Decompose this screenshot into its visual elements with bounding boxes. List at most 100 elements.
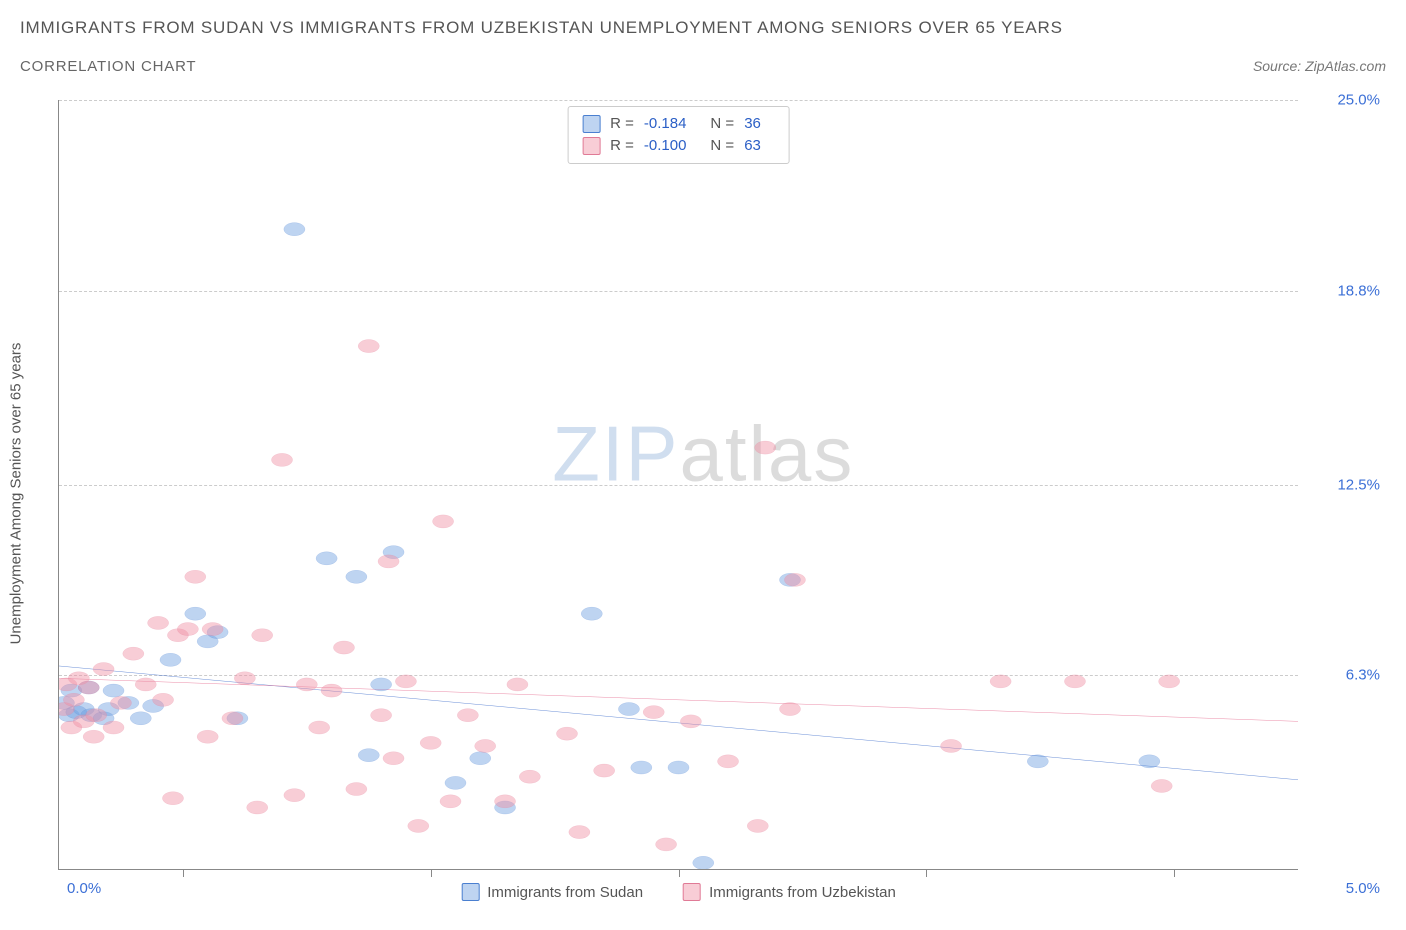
data-point <box>130 712 151 725</box>
data-point <box>581 607 602 620</box>
data-point <box>990 675 1011 688</box>
data-point <box>495 795 516 808</box>
data-point <box>234 672 255 685</box>
data-point <box>594 764 615 777</box>
data-point <box>358 749 379 762</box>
data-point <box>284 789 305 802</box>
data-point <box>569 826 590 839</box>
x-tick <box>431 869 432 877</box>
n-value-2: 63 <box>744 135 761 157</box>
data-point <box>197 730 218 743</box>
legend-item-2: Immigrants from Uzbekistan <box>683 883 896 901</box>
data-point <box>123 647 144 660</box>
data-point <box>680 715 701 728</box>
data-point <box>519 770 540 783</box>
data-point <box>420 736 441 749</box>
data-point <box>110 696 131 709</box>
legend-item-1: Immigrants from Sudan <box>461 883 643 901</box>
x-origin-label: 0.0% <box>67 880 101 897</box>
chart-container: Unemployment Among Seniors over 65 years… <box>52 100 1388 870</box>
data-point <box>252 629 273 642</box>
x-tick <box>679 869 680 877</box>
data-point <box>643 706 664 719</box>
data-point <box>433 515 454 528</box>
r-label: R = <box>610 113 634 135</box>
swatch-series-1 <box>461 883 479 901</box>
stats-row-1: R = -0.184 N = 36 <box>582 113 775 135</box>
swatch-series-2 <box>683 883 701 901</box>
data-point <box>346 570 367 583</box>
n-value-1: 36 <box>744 113 761 135</box>
data-point <box>321 684 342 697</box>
data-point <box>631 761 652 774</box>
data-point <box>784 573 805 586</box>
data-point <box>202 623 223 636</box>
data-point <box>693 856 714 869</box>
data-point <box>177 623 198 636</box>
series-legend: Immigrants from Sudan Immigrants from Uz… <box>461 883 896 901</box>
data-point <box>395 675 416 688</box>
data-point <box>371 709 392 722</box>
x-tick <box>1174 869 1175 877</box>
data-point <box>779 703 800 716</box>
source-label: Source: ZipAtlas.com <box>1253 58 1386 74</box>
data-point <box>247 801 268 814</box>
data-point <box>63 693 84 706</box>
r-label: R = <box>610 135 634 157</box>
data-point <box>358 340 379 353</box>
y-tick-label: 12.5% <box>1310 476 1380 493</box>
r-value-1: -0.184 <box>644 113 687 135</box>
data-point <box>135 678 156 691</box>
data-point <box>103 684 124 697</box>
y-tick-label: 6.3% <box>1310 667 1380 684</box>
chart-title: IMMIGRANTS FROM SUDAN VS IMMIGRANTS FROM… <box>20 18 1386 38</box>
data-point <box>333 641 354 654</box>
data-point <box>475 739 496 752</box>
data-point <box>1027 755 1048 768</box>
x-max-label: 5.0% <box>1310 880 1380 897</box>
data-point <box>346 782 367 795</box>
data-point <box>148 616 169 629</box>
data-point <box>83 730 104 743</box>
stats-row-2: R = -0.100 N = 63 <box>582 135 775 157</box>
data-point <box>309 721 330 734</box>
data-point <box>1139 755 1160 768</box>
plot-svg <box>59 100 1298 869</box>
data-point <box>445 776 466 789</box>
data-point <box>941 739 962 752</box>
data-point <box>457 709 478 722</box>
x-tick <box>183 869 184 877</box>
data-point <box>618 703 639 716</box>
r-value-2: -0.100 <box>644 135 687 157</box>
data-point <box>718 755 739 768</box>
data-point <box>755 441 776 454</box>
y-tick-label: 25.0% <box>1310 92 1380 109</box>
data-point <box>378 555 399 568</box>
data-point <box>284 223 305 236</box>
data-point <box>153 693 174 706</box>
swatch-series-1 <box>582 115 600 133</box>
data-point <box>160 653 181 666</box>
data-point <box>185 607 206 620</box>
data-point <box>296 678 317 691</box>
data-point <box>408 819 429 832</box>
data-point <box>78 681 99 694</box>
legend-label-2: Immigrants from Uzbekistan <box>709 884 896 901</box>
y-axis-label: Unemployment Among Seniors over 65 years <box>8 343 25 645</box>
data-point <box>271 453 292 466</box>
n-label: N = <box>710 135 734 157</box>
data-point <box>1064 675 1085 688</box>
data-point <box>1159 675 1180 688</box>
data-point <box>371 678 392 691</box>
data-point <box>440 795 461 808</box>
data-point <box>556 727 577 740</box>
data-point <box>162 792 183 805</box>
data-point <box>316 552 337 565</box>
y-tick-label: 18.8% <box>1310 282 1380 299</box>
swatch-series-2 <box>582 137 600 155</box>
plot-area: ZIPatlas R = -0.184 N = 36 R = -0.100 N … <box>58 100 1298 870</box>
data-point <box>222 712 243 725</box>
data-point <box>668 761 689 774</box>
data-point <box>507 678 528 691</box>
n-label: N = <box>710 113 734 135</box>
